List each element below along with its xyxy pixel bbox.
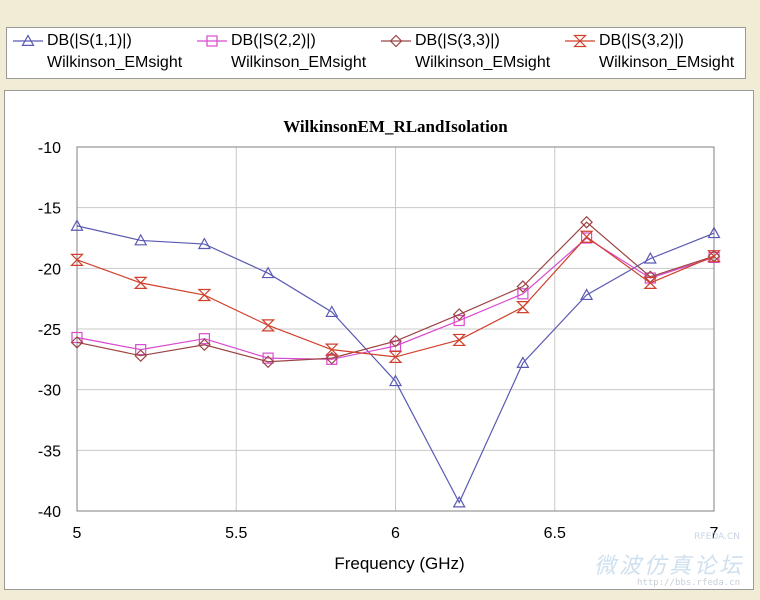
data-point — [643, 276, 658, 289]
data-point — [453, 314, 465, 327]
legend-swatch — [381, 34, 411, 48]
data-point — [389, 334, 402, 348]
data-point — [134, 349, 148, 363]
data-point — [452, 333, 467, 347]
series-line — [76, 225, 715, 504]
x-tick-label: 5 — [73, 525, 82, 542]
y-tick-label: -15 — [38, 201, 61, 218]
data-point — [197, 288, 212, 302]
data-point — [70, 219, 84, 231]
chart-title: WilkinsonEM_RLandIsolation — [283, 117, 508, 136]
data-point — [325, 351, 339, 365]
series-line — [76, 221, 715, 363]
legend-series-name: DB(|S(3,3)|) — [415, 32, 500, 49]
legend-marker — [573, 34, 587, 48]
legend-marker — [389, 34, 403, 48]
data-point — [452, 495, 466, 508]
data-point — [580, 232, 593, 244]
legend-marker — [21, 34, 35, 46]
data-point — [198, 333, 210, 345]
legend-marker — [206, 35, 218, 47]
y-tick-label: -20 — [38, 261, 61, 278]
data-point — [261, 266, 275, 279]
data-point — [324, 343, 339, 356]
legend: DB(|S(1,1)|) Wilkinson_EMsight DB(|S(2,2)|… — [6, 27, 746, 79]
legend-series-name: DB(|S(1,1)|) — [47, 32, 132, 49]
data-point — [452, 308, 466, 321]
data-point — [134, 233, 148, 246]
data-point — [643, 251, 657, 264]
legend-series-source: Wilkinson_EMsight — [415, 54, 551, 71]
legend-series-name: DB(|S(2,2)|) — [231, 32, 316, 49]
legend-series-source: Wilkinson_EMsight — [599, 54, 735, 71]
legend-swatch — [197, 35, 227, 47]
data-point — [517, 288, 529, 300]
data-point — [70, 335, 84, 349]
y-tick-label: -40 — [38, 504, 61, 521]
y-tick-label: -25 — [38, 322, 61, 339]
data-point — [325, 305, 339, 318]
x-tick-label: 7 — [710, 525, 719, 542]
legend-series-source: Wilkinson_EMsight — [47, 54, 183, 71]
data-point — [388, 374, 403, 387]
data-point — [198, 338, 211, 352]
data-point — [580, 288, 594, 301]
series-1 — [70, 219, 721, 508]
legend-series-name: DB(|S(3,2)|) — [599, 32, 684, 49]
x-axis-label: Frequency (GHz) — [334, 554, 464, 573]
x-tick-label: 6 — [391, 525, 400, 542]
legend-swatch — [13, 34, 43, 46]
legend-series-source: Wilkinson_EMsight — [231, 54, 367, 71]
data-point — [261, 355, 275, 369]
series-3 — [70, 215, 721, 369]
data-point — [516, 280, 530, 293]
data-point — [70, 253, 84, 266]
plot-frame — [76, 146, 715, 512]
data-point — [707, 250, 721, 263]
data-point — [262, 352, 274, 364]
data-point — [133, 276, 148, 289]
y-tick-label: -30 — [38, 383, 61, 400]
y-tick-label: -35 — [38, 443, 61, 460]
data-point — [516, 356, 530, 368]
y-tick-label: -10 — [38, 140, 61, 157]
data-point — [580, 215, 593, 229]
data-point — [135, 344, 147, 356]
data-point — [579, 230, 594, 243]
data-point — [707, 226, 721, 239]
data-point — [515, 301, 530, 314]
series-4 — [70, 230, 721, 364]
chart: WilkinsonEM_RLandIsolation -10 -15 -20 -25 -3… — [38, 117, 721, 573]
plot-panel: WilkinsonEM_RLandIsolation -10 -15 -20 -25 -3… — [4, 90, 754, 590]
x-tick-label: 5.5 — [225, 525, 247, 542]
legend-swatch — [565, 34, 595, 48]
data-point — [388, 350, 403, 364]
data-point — [197, 237, 211, 250]
data-point — [261, 319, 276, 332]
x-tick-label: 6.5 — [544, 525, 566, 542]
